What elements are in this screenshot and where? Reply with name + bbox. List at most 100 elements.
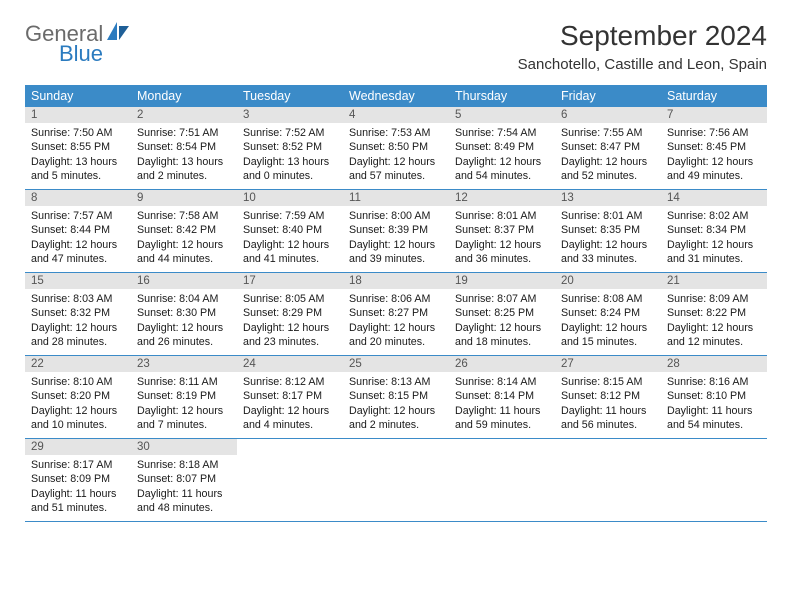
calendar-cell: 5Sunrise: 7:54 AMSunset: 8:49 PMDaylight…: [449, 107, 555, 190]
day-details: Sunrise: 7:57 AMSunset: 8:44 PMDaylight:…: [25, 206, 131, 271]
month-title: September 2024: [518, 20, 767, 52]
day-number: 11: [343, 190, 449, 206]
logo-text-blue: Blue: [59, 41, 103, 67]
day-number: 22: [25, 356, 131, 372]
day-number: 30: [131, 439, 237, 455]
calendar-week-row: 22Sunrise: 8:10 AMSunset: 8:20 PMDayligh…: [25, 356, 767, 439]
calendar-cell: 26Sunrise: 8:14 AMSunset: 8:14 PMDayligh…: [449, 356, 555, 439]
day-details: Sunrise: 8:04 AMSunset: 8:30 PMDaylight:…: [131, 289, 237, 354]
day-number: 12: [449, 190, 555, 206]
day-details: Sunrise: 8:01 AMSunset: 8:37 PMDaylight:…: [449, 206, 555, 271]
calendar-cell: 20Sunrise: 8:08 AMSunset: 8:24 PMDayligh…: [555, 273, 661, 356]
day-details: Sunrise: 7:54 AMSunset: 8:49 PMDaylight:…: [449, 123, 555, 188]
calendar-body: 1Sunrise: 7:50 AMSunset: 8:55 PMDaylight…: [25, 107, 767, 522]
calendar-cell: 11Sunrise: 8:00 AMSunset: 8:39 PMDayligh…: [343, 190, 449, 273]
calendar-cell: 7Sunrise: 7:56 AMSunset: 8:45 PMDaylight…: [661, 107, 767, 190]
location: Sanchotello, Castille and Leon, Spain: [518, 56, 767, 73]
calendar-cell: [343, 439, 449, 522]
day-details: Sunrise: 8:17 AMSunset: 8:09 PMDaylight:…: [25, 455, 131, 520]
header: General Blue September 2024 Sanchotello,…: [25, 20, 767, 73]
calendar-cell: 18Sunrise: 8:06 AMSunset: 8:27 PMDayligh…: [343, 273, 449, 356]
day-details: Sunrise: 8:08 AMSunset: 8:24 PMDaylight:…: [555, 289, 661, 354]
day-details: Sunrise: 7:58 AMSunset: 8:42 PMDaylight:…: [131, 206, 237, 271]
day-number: 9: [131, 190, 237, 206]
weekday-header: Sunday: [25, 85, 131, 107]
logo: General Blue: [25, 20, 131, 67]
day-number: 1: [25, 107, 131, 123]
day-details: Sunrise: 7:55 AMSunset: 8:47 PMDaylight:…: [555, 123, 661, 188]
weekday-header: Wednesday: [343, 85, 449, 107]
weekday-header: Friday: [555, 85, 661, 107]
title-block: September 2024 Sanchotello, Castille and…: [518, 20, 767, 73]
calendar-cell: 16Sunrise: 8:04 AMSunset: 8:30 PMDayligh…: [131, 273, 237, 356]
day-details: Sunrise: 8:11 AMSunset: 8:19 PMDaylight:…: [131, 372, 237, 437]
day-number: 2: [131, 107, 237, 123]
day-details: Sunrise: 8:09 AMSunset: 8:22 PMDaylight:…: [661, 289, 767, 354]
calendar-cell: 24Sunrise: 8:12 AMSunset: 8:17 PMDayligh…: [237, 356, 343, 439]
day-details: Sunrise: 8:01 AMSunset: 8:35 PMDaylight:…: [555, 206, 661, 271]
weekday-header: Thursday: [449, 85, 555, 107]
day-number: 6: [555, 107, 661, 123]
day-details: Sunrise: 8:10 AMSunset: 8:20 PMDaylight:…: [25, 372, 131, 437]
day-number: 13: [555, 190, 661, 206]
day-number: 24: [237, 356, 343, 372]
day-details: Sunrise: 8:07 AMSunset: 8:25 PMDaylight:…: [449, 289, 555, 354]
calendar-cell: 10Sunrise: 7:59 AMSunset: 8:40 PMDayligh…: [237, 190, 343, 273]
day-details: Sunrise: 8:05 AMSunset: 8:29 PMDaylight:…: [237, 289, 343, 354]
day-number: 5: [449, 107, 555, 123]
day-number: 23: [131, 356, 237, 372]
calendar-cell: [661, 439, 767, 522]
calendar-table: SundayMondayTuesdayWednesdayThursdayFrid…: [25, 85, 767, 522]
calendar-cell: 25Sunrise: 8:13 AMSunset: 8:15 PMDayligh…: [343, 356, 449, 439]
calendar-cell: 6Sunrise: 7:55 AMSunset: 8:47 PMDaylight…: [555, 107, 661, 190]
day-number: 19: [449, 273, 555, 289]
calendar-cell: [449, 439, 555, 522]
day-number: 21: [661, 273, 767, 289]
day-number: 16: [131, 273, 237, 289]
day-details: Sunrise: 8:18 AMSunset: 8:07 PMDaylight:…: [131, 455, 237, 520]
day-details: Sunrise: 7:53 AMSunset: 8:50 PMDaylight:…: [343, 123, 449, 188]
weekday-header: Monday: [131, 85, 237, 107]
day-number: 27: [555, 356, 661, 372]
calendar-cell: 4Sunrise: 7:53 AMSunset: 8:50 PMDaylight…: [343, 107, 449, 190]
day-details: Sunrise: 8:16 AMSunset: 8:10 PMDaylight:…: [661, 372, 767, 437]
calendar-cell: 17Sunrise: 8:05 AMSunset: 8:29 PMDayligh…: [237, 273, 343, 356]
calendar-week-row: 29Sunrise: 8:17 AMSunset: 8:09 PMDayligh…: [25, 439, 767, 522]
day-number: 4: [343, 107, 449, 123]
calendar-cell: [555, 439, 661, 522]
day-number: 26: [449, 356, 555, 372]
day-details: Sunrise: 8:02 AMSunset: 8:34 PMDaylight:…: [661, 206, 767, 271]
calendar-cell: 15Sunrise: 8:03 AMSunset: 8:32 PMDayligh…: [25, 273, 131, 356]
calendar-cell: 9Sunrise: 7:58 AMSunset: 8:42 PMDaylight…: [131, 190, 237, 273]
weekday-header: Saturday: [661, 85, 767, 107]
weekday-header: Tuesday: [237, 85, 343, 107]
calendar-cell: 22Sunrise: 8:10 AMSunset: 8:20 PMDayligh…: [25, 356, 131, 439]
calendar-cell: 12Sunrise: 8:01 AMSunset: 8:37 PMDayligh…: [449, 190, 555, 273]
calendar-cell: 8Sunrise: 7:57 AMSunset: 8:44 PMDaylight…: [25, 190, 131, 273]
day-number: 17: [237, 273, 343, 289]
calendar-cell: 23Sunrise: 8:11 AMSunset: 8:19 PMDayligh…: [131, 356, 237, 439]
calendar-cell: [237, 439, 343, 522]
calendar-week-row: 8Sunrise: 7:57 AMSunset: 8:44 PMDaylight…: [25, 190, 767, 273]
calendar-week-row: 1Sunrise: 7:50 AMSunset: 8:55 PMDaylight…: [25, 107, 767, 190]
day-number: 8: [25, 190, 131, 206]
calendar-cell: 19Sunrise: 8:07 AMSunset: 8:25 PMDayligh…: [449, 273, 555, 356]
calendar-week-row: 15Sunrise: 8:03 AMSunset: 8:32 PMDayligh…: [25, 273, 767, 356]
day-number: 7: [661, 107, 767, 123]
logo-sail-icon: [105, 20, 131, 47]
day-details: Sunrise: 8:14 AMSunset: 8:14 PMDaylight:…: [449, 372, 555, 437]
day-details: Sunrise: 7:51 AMSunset: 8:54 PMDaylight:…: [131, 123, 237, 188]
day-number: 15: [25, 273, 131, 289]
day-details: Sunrise: 8:03 AMSunset: 8:32 PMDaylight:…: [25, 289, 131, 354]
day-details: Sunrise: 8:06 AMSunset: 8:27 PMDaylight:…: [343, 289, 449, 354]
calendar-cell: 21Sunrise: 8:09 AMSunset: 8:22 PMDayligh…: [661, 273, 767, 356]
day-number: 29: [25, 439, 131, 455]
day-number: 14: [661, 190, 767, 206]
day-details: Sunrise: 8:13 AMSunset: 8:15 PMDaylight:…: [343, 372, 449, 437]
day-number: 20: [555, 273, 661, 289]
calendar-cell: 29Sunrise: 8:17 AMSunset: 8:09 PMDayligh…: [25, 439, 131, 522]
calendar-cell: 2Sunrise: 7:51 AMSunset: 8:54 PMDaylight…: [131, 107, 237, 190]
day-details: Sunrise: 8:15 AMSunset: 8:12 PMDaylight:…: [555, 372, 661, 437]
calendar-cell: 14Sunrise: 8:02 AMSunset: 8:34 PMDayligh…: [661, 190, 767, 273]
day-details: Sunrise: 8:12 AMSunset: 8:17 PMDaylight:…: [237, 372, 343, 437]
